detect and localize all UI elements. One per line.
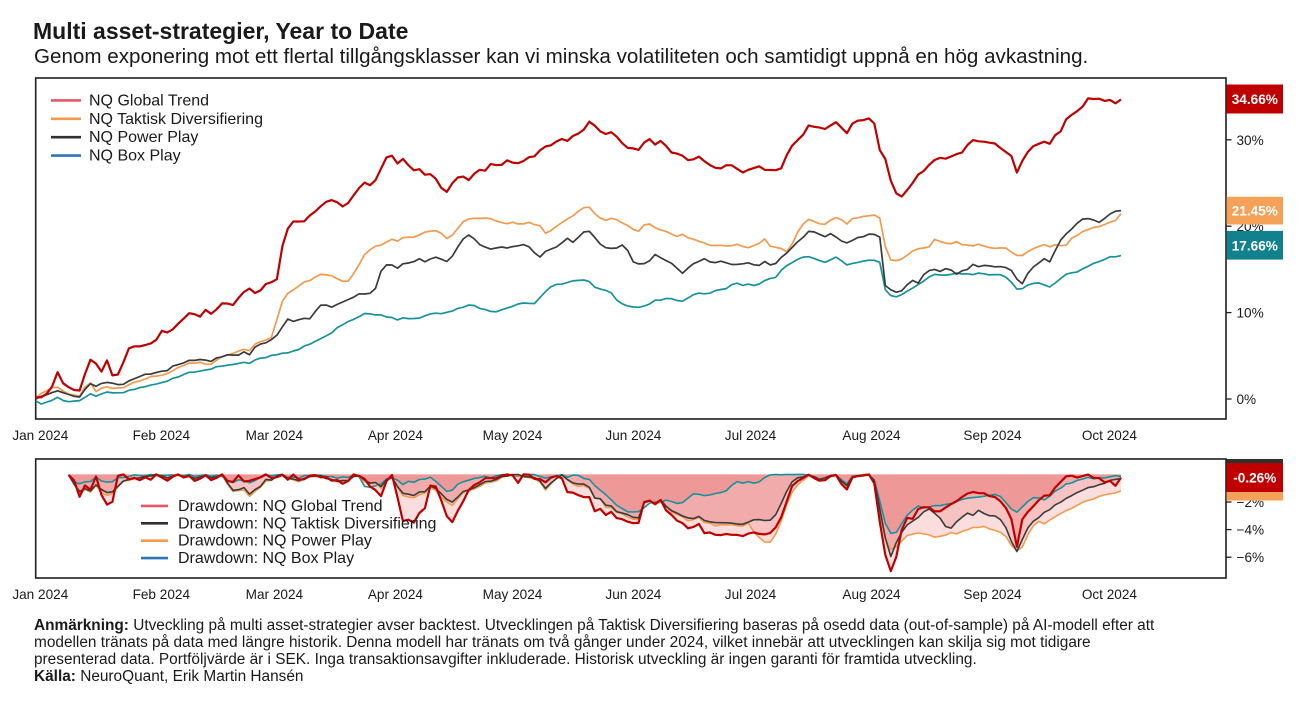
svg-text:Jul 2024: Jul 2024 [725,428,777,443]
svg-text:Jan 2024: Jan 2024 [12,428,68,443]
svg-text:NQ Power Play: NQ Power Play [89,129,198,146]
svg-text:Jul 2024: Jul 2024 [725,587,777,602]
svg-text:Oct 2024: Oct 2024 [1082,428,1138,443]
svg-text:Aug 2024: Aug 2024 [842,428,901,443]
svg-text:Feb 2024: Feb 2024 [133,587,191,602]
svg-text:NQ Taktisk Diversifiering: NQ Taktisk Diversifiering [89,111,263,128]
svg-text:Drawdown: NQ Taktisk Diversifi: Drawdown: NQ Taktisk Diversifiering [178,515,436,532]
svg-text:0%: 0% [1237,392,1257,407]
svg-text:Feb 2024: Feb 2024 [133,428,191,443]
svg-text:Aug 2024: Aug 2024 [842,587,901,602]
svg-text:10%: 10% [1237,306,1264,321]
svg-text:Sep 2024: Sep 2024 [963,587,1022,602]
svg-text:Drawdown: NQ Global Trend: Drawdown: NQ Global Trend [178,498,383,515]
svg-text:−6%: −6% [1237,550,1265,565]
svg-text:Mar 2024: Mar 2024 [246,587,304,602]
svg-text:NQ Box Play: NQ Box Play [89,148,181,165]
svg-text:30%: 30% [1237,133,1264,148]
svg-text:Drawdown: NQ Box Play: Drawdown: NQ Box Play [178,550,354,567]
svg-text:−4%: −4% [1237,523,1265,538]
svg-text:May 2024: May 2024 [483,587,543,602]
svg-text:Jun 2024: Jun 2024 [605,587,661,602]
svg-text:Mar 2024: Mar 2024 [246,428,304,443]
svg-text:Jan 2024: Jan 2024 [12,587,68,602]
svg-text:Drawdown: NQ Power Play: Drawdown: NQ Power Play [178,533,372,550]
svg-text:-0.26%: -0.26% [1233,471,1276,486]
svg-text:Jun 2024: Jun 2024 [605,428,661,443]
svg-text:Apr 2024: Apr 2024 [368,428,424,443]
svg-text:NQ Global Trend: NQ Global Trend [89,92,209,109]
svg-text:21.45%: 21.45% [1232,204,1278,219]
svg-text:Oct 2024: Oct 2024 [1082,587,1138,602]
svg-text:Apr 2024: Apr 2024 [368,587,424,602]
svg-text:May 2024: May 2024 [483,428,543,443]
svg-text:17.66%: 17.66% [1232,238,1278,253]
svg-text:34.66%: 34.66% [1232,92,1278,107]
svg-text:Sep 2024: Sep 2024 [963,428,1022,443]
